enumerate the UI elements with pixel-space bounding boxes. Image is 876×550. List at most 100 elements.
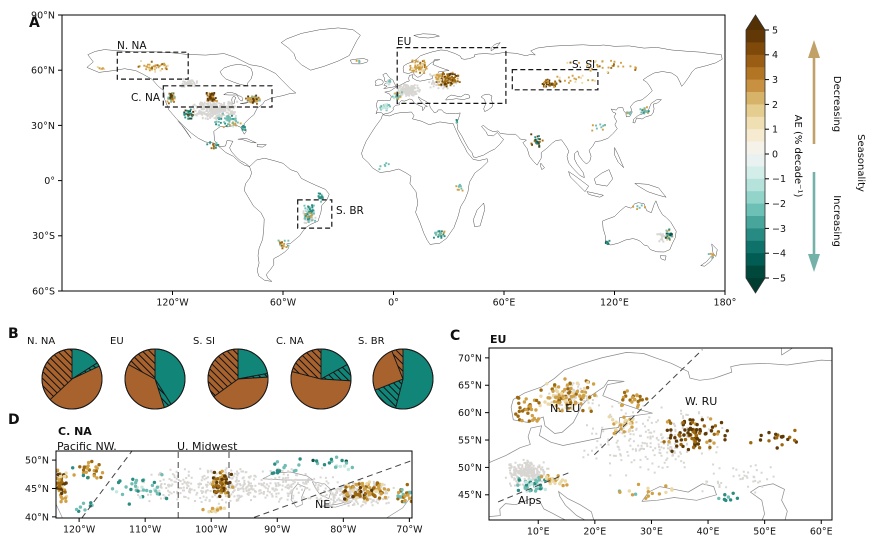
dot-cluster — [541, 78, 562, 88]
pie-slice-hatch — [291, 348, 321, 379]
data-dot — [406, 493, 410, 497]
data-dot — [359, 489, 363, 494]
coastline — [237, 138, 257, 144]
x-tick-label: 90°W — [264, 525, 291, 536]
data-dot — [627, 489, 631, 493]
data-dot — [81, 501, 86, 505]
dot-cluster — [433, 72, 442, 82]
data-dot — [58, 474, 63, 479]
data-dot — [593, 393, 597, 397]
data-dot — [581, 408, 585, 413]
dot-cluster — [279, 241, 284, 250]
data-dot — [792, 438, 797, 442]
data-dot — [574, 392, 578, 396]
divider-line — [497, 471, 572, 503]
region-label-n-na: N. NA — [117, 40, 147, 52]
data-dot — [686, 447, 691, 452]
pie-outline — [207, 348, 269, 410]
dot-cluster — [434, 73, 443, 80]
data-dot — [403, 498, 407, 503]
data-dot — [646, 486, 650, 490]
data-dot — [530, 413, 534, 418]
data-dot — [563, 387, 567, 392]
data-dot — [712, 441, 716, 445]
colorbar-segment — [746, 141, 765, 155]
data-dot — [133, 484, 138, 488]
pie-label-s-si: S. SI — [193, 336, 215, 347]
data-dot — [674, 439, 679, 443]
data-dot — [216, 484, 221, 488]
x-tick-label: 60°W — [270, 298, 297, 309]
data-dot — [110, 487, 115, 491]
data-dot — [646, 494, 650, 498]
coastline — [445, 93, 471, 101]
pie-outline — [290, 348, 352, 410]
data-dot — [396, 490, 401, 495]
data-dot — [571, 391, 575, 395]
data-dot — [64, 499, 68, 503]
data-dot — [78, 505, 83, 509]
seasonality-axis-label: Seasonality — [855, 134, 866, 192]
data-dot — [155, 485, 160, 489]
coastline — [375, 44, 723, 179]
data-dot — [333, 465, 338, 469]
pie-cna — [290, 348, 352, 410]
data-dot — [216, 489, 220, 493]
data-dot — [408, 491, 412, 495]
data-dot — [84, 470, 89, 474]
data-dot — [275, 469, 280, 473]
pie-label-s-br: S. BR — [358, 336, 385, 347]
data-dot — [164, 496, 169, 501]
data-dot — [329, 457, 334, 461]
pie-charts — [41, 348, 434, 410]
data-dot — [585, 385, 590, 390]
data-dot — [758, 438, 763, 442]
data-dot — [362, 496, 366, 500]
data-dot — [534, 487, 539, 491]
data-dot — [270, 471, 274, 475]
colorbar-tick-label: −4 — [772, 249, 786, 260]
data-dot — [569, 401, 573, 405]
data-dot — [539, 475, 544, 479]
coastline — [349, 58, 369, 65]
data-dot — [582, 386, 587, 391]
data-dot — [767, 430, 771, 435]
colorbar-segment — [746, 92, 765, 105]
pie-slice-hatch — [41, 348, 72, 400]
sublabel-alps: Alps — [518, 494, 542, 507]
data-dot — [568, 382, 572, 386]
colorbar-axis-label: AE (% decade⁻¹) — [792, 115, 803, 198]
data-dot — [539, 394, 543, 398]
pie-slice-hatch — [72, 362, 100, 379]
pie-outline — [124, 348, 186, 410]
data-dot — [396, 497, 400, 501]
data-dot — [292, 469, 296, 473]
x-tick-label: 50°E — [753, 527, 776, 538]
data-dot — [632, 397, 637, 402]
data-dot — [646, 490, 650, 494]
data-dot — [588, 406, 592, 410]
data-dot — [611, 418, 615, 422]
coastline — [2, 488, 18, 505]
data-dot — [723, 493, 727, 497]
data-dot — [627, 428, 632, 433]
dot-cluster — [534, 138, 541, 147]
region-box — [162, 85, 273, 108]
x-tick-label: 100°W — [195, 525, 228, 536]
data-dot — [527, 419, 531, 423]
data-dot — [670, 487, 674, 491]
data-dot — [127, 502, 131, 506]
data-dot — [544, 475, 549, 479]
x-tick-label: 0° — [388, 298, 399, 309]
dot-cluster — [317, 192, 324, 200]
coastline — [749, 483, 788, 520]
data-dot — [90, 459, 94, 464]
data-dot — [351, 495, 355, 499]
data-dot — [682, 433, 686, 437]
map-d-content — [56, 451, 412, 518]
data-dot — [514, 412, 518, 416]
sublabel-n-eu: N. EU — [550, 402, 580, 415]
data-dot — [211, 485, 216, 489]
data-dot — [529, 482, 534, 486]
data-dot — [697, 446, 702, 450]
